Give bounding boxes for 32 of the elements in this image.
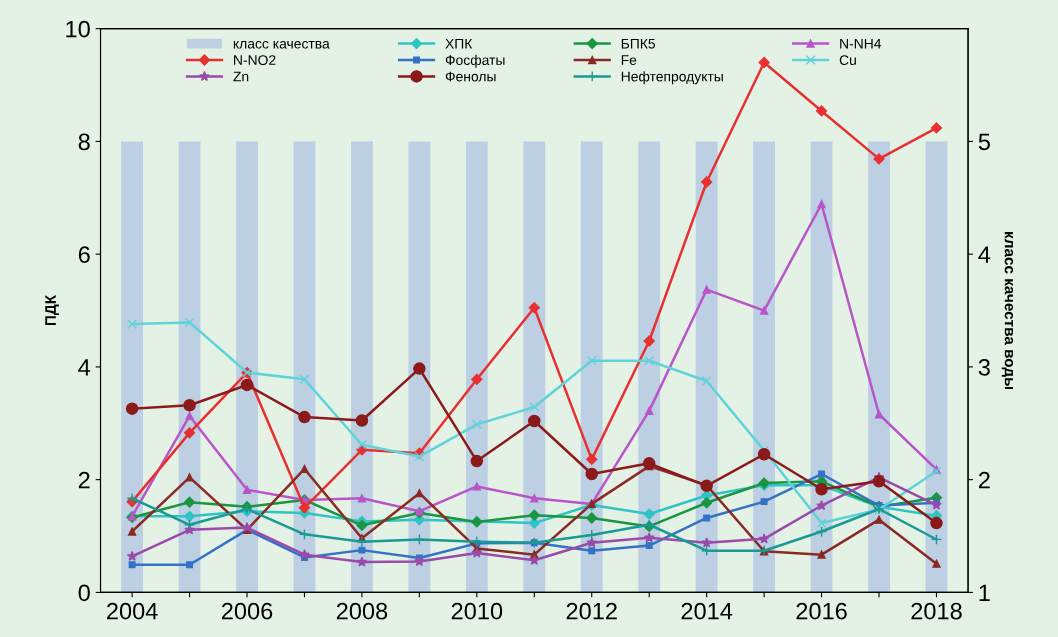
y-tick-label: 0 (78, 584, 90, 602)
y2-axis-title: класс качества воды (1001, 232, 1014, 390)
y-tick-label: 6 (78, 246, 90, 263)
legend-label: N-NO2 (234, 55, 276, 66)
y-tick-label: 2 (78, 471, 90, 489)
y2-tick-label: 5 (978, 133, 990, 151)
y2-tick-label: 4 (978, 246, 991, 263)
x-tick-label: 2012 (566, 602, 617, 620)
y-tick-label: 4 (78, 359, 91, 376)
legend-label: класс качества (233, 40, 330, 49)
y2-tick-label: 2 (978, 471, 990, 489)
x-tick-label: 2014 (681, 602, 733, 620)
legend-label: Cu (839, 55, 856, 66)
y-tick-label: 10 (66, 20, 90, 38)
legend-label: Zn (233, 71, 249, 82)
legend-label: БПК5 (621, 38, 656, 49)
y2-tick-label: 1 (979, 584, 990, 601)
y-axis-title: ПДК (45, 294, 59, 326)
x-tick-label: 2004 (107, 602, 158, 620)
legend-label: Фенолы (445, 71, 496, 82)
x-tick-label: 2016 (796, 602, 847, 620)
y-tick-label: 8 (78, 133, 90, 151)
x-tick-label: 2018 (911, 602, 962, 620)
x-tick-label: 2006 (221, 602, 273, 620)
legend-label: N-NH4 (840, 38, 882, 49)
legend-label: ХПК (445, 38, 473, 49)
x-tick-label: 2008 (336, 602, 388, 620)
y2-tick-label: 3 (978, 358, 990, 376)
x-tick-label: 2010 (451, 602, 503, 620)
legend-label: Fe (621, 55, 637, 66)
legend-label: Нефтепродукты (621, 71, 723, 85)
legend-label: Фосфаты (445, 54, 505, 68)
